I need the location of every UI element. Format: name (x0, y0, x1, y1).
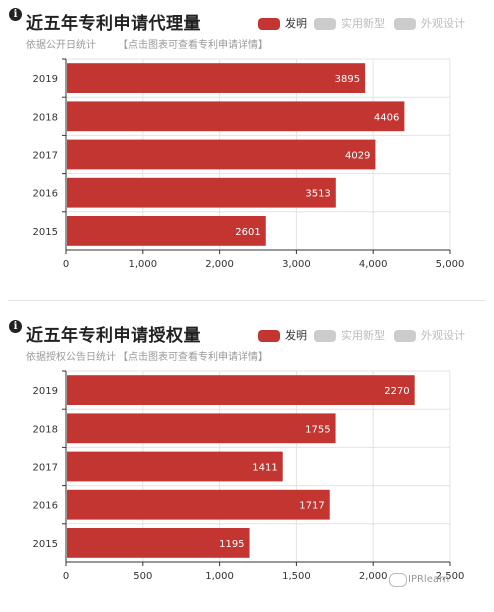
detail-link[interactable]: 【点击图表可查看专利申请详情】 (118, 40, 268, 51)
bar-value-label: 4029 (345, 151, 370, 162)
chart-panel-applications: i 近五年专利申请代理量 依据公开日统计 【点击图表可查看专利申请详情】 发明 … (0, 0, 494, 300)
legend-swatch (314, 330, 336, 342)
bar[interactable] (67, 63, 366, 93)
legend-label: 外观设计 (421, 329, 465, 342)
x-tick-label: 0 (63, 259, 69, 270)
x-tick-label: 4,000 (359, 259, 388, 270)
bar[interactable] (67, 139, 376, 170)
bar-value-label: 1195 (219, 539, 244, 550)
legend-swatch (394, 18, 416, 30)
legend-swatch (394, 330, 416, 342)
bar-value-label: 1755 (305, 424, 330, 435)
legend-label: 实用新型 (341, 17, 385, 30)
info-icon[interactable]: i (9, 8, 22, 21)
detail-link[interactable]: 【点击图表可查看专利申请详情】 (118, 352, 268, 363)
bar-chart-applications[interactable]: 0 1,000 2,000 3,000 4,000 5,000 2019 3895 2018 44… (0, 0, 494, 300)
y-tick-label: 2016 (33, 189, 58, 200)
y-tick-label: 2018 (33, 112, 58, 123)
legend-swatch (314, 18, 336, 30)
bar[interactable] (67, 451, 283, 482)
watermark: IPRlearn (408, 574, 450, 585)
bar[interactable] (67, 101, 405, 132)
x-tick-label: 3,000 (282, 259, 311, 270)
y-tick-label: 2017 (33, 463, 58, 474)
bar-chart-grants[interactable]: 0 500 1,000 1,500 2,000 2,500 2019 2270 2018 1755… (0, 312, 494, 612)
bar-value-label: 4406 (374, 112, 399, 123)
y-tick-label: 2017 (33, 151, 58, 162)
x-tick-label: 0 (63, 571, 69, 582)
legend-label: 发明 (285, 17, 307, 30)
x-tick-label: 2,000 (359, 571, 388, 582)
y-tick-label: 2018 (33, 424, 58, 435)
x-tick-label: 2,500 (436, 571, 465, 582)
panel-divider (8, 300, 486, 301)
y-tick-label: 2015 (33, 227, 58, 238)
y-tick-label: 2019 (33, 386, 58, 397)
bar-value-label: 1717 (299, 501, 324, 512)
x-tick-label: 2,000 (205, 259, 234, 270)
bar-value-label: 2270 (384, 386, 409, 397)
bar[interactable] (67, 489, 330, 520)
bar[interactable] (67, 216, 266, 246)
bar-value-label: 3513 (305, 189, 330, 200)
chart-panel-grants: i 近五年专利申请授权量 依据授权公告日统计 【点击图表可查看专利申请详情】 发… (0, 312, 494, 612)
legend-label: 实用新型 (341, 329, 385, 342)
y-tick-label: 2019 (33, 74, 58, 85)
legend-swatch (258, 330, 280, 342)
legend-label: 外观设计 (421, 17, 465, 30)
bar[interactable] (67, 177, 336, 208)
chart-title: 近五年专利申请授权量 (26, 326, 201, 346)
bar-value-label: 2601 (235, 227, 260, 238)
x-tick-label: 5,000 (436, 259, 465, 270)
bar[interactable] (67, 413, 336, 444)
bar-value-label: 3895 (335, 74, 360, 85)
x-tick-label: 500 (133, 571, 152, 582)
x-tick-label: 1,000 (128, 259, 157, 270)
x-tick-label: 1,500 (282, 571, 311, 582)
legend-label: 发明 (285, 329, 307, 342)
chart-subtitle: 依据授权公告日统计 (26, 352, 116, 363)
y-tick-label: 2015 (33, 539, 58, 550)
x-tick-label: 1,000 (205, 571, 234, 582)
legend-swatch (258, 18, 280, 30)
info-icon[interactable]: i (9, 320, 22, 333)
wechat-icon (389, 573, 407, 587)
chart-title: 近五年专利申请代理量 (26, 14, 201, 34)
bar-value-label: 1411 (252, 463, 277, 474)
bar[interactable] (67, 528, 250, 558)
chart-subtitle: 依据公开日统计 (26, 40, 96, 51)
y-tick-label: 2016 (33, 501, 58, 512)
bar[interactable] (67, 375, 415, 405)
